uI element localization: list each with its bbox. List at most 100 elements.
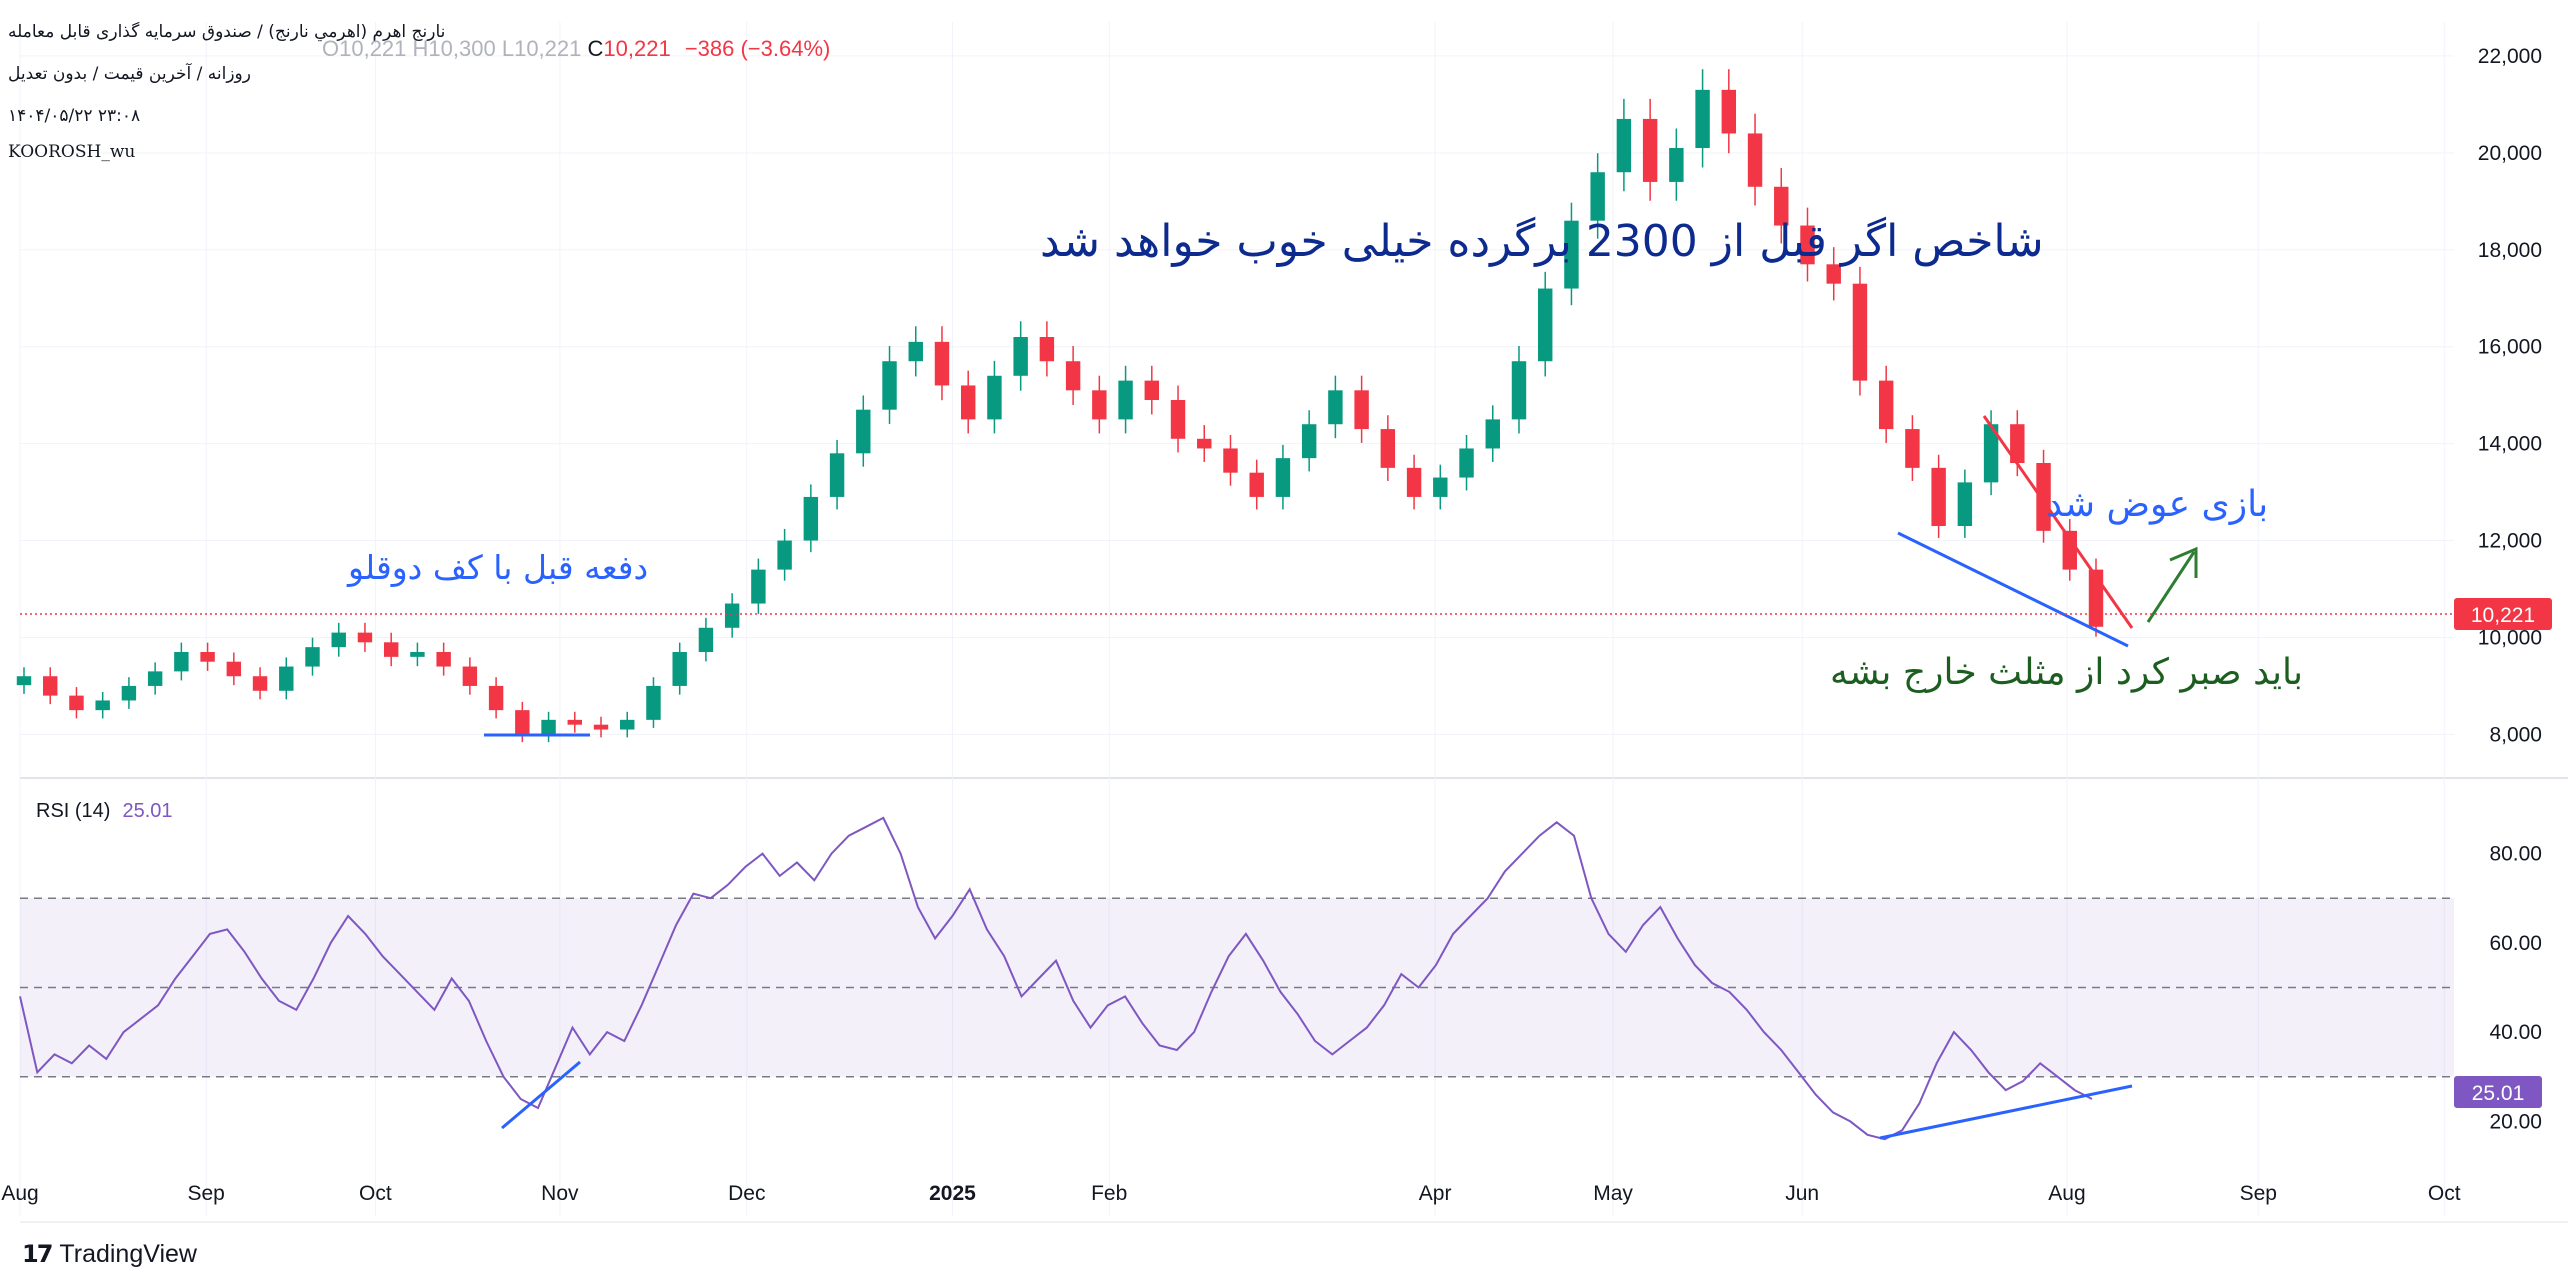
- candle-body: [1406, 467, 1422, 497]
- candle-body: [1564, 220, 1579, 289]
- x-tick-label: Nov: [541, 1182, 579, 1205]
- candle-body: [777, 540, 792, 570]
- candle-body: [1538, 288, 1553, 362]
- candle-body: [856, 409, 871, 454]
- price-candles: [16, 69, 2104, 743]
- candle-body: [410, 652, 425, 657]
- candle-body: [1301, 424, 1317, 459]
- candle-body: [43, 676, 58, 696]
- x-tick-label: Jun: [1785, 1182, 1819, 1205]
- ohlc-high: H10,300: [412, 36, 496, 61]
- x-tick-label: Oct: [359, 1182, 392, 1205]
- candle-body: [567, 719, 582, 725]
- candle-body: [987, 375, 1002, 420]
- candle-body: [1878, 380, 1894, 430]
- candle-body: [1721, 89, 1737, 134]
- x-tick-label: Apr: [1419, 1182, 1452, 1205]
- tradingview-mark-icon: 𝟭𝟳: [22, 1241, 53, 1268]
- candle-body: [16, 676, 32, 686]
- candle-body: [121, 685, 137, 701]
- rsi-series-line: [19, 816, 2093, 1141]
- x-tick-label: May: [1593, 1182, 1633, 1205]
- candle-body: [1459, 448, 1474, 478]
- candle-body: [2062, 530, 2077, 570]
- ohlc-change: −386 (−3.64%): [684, 36, 831, 61]
- candle-body: [1852, 283, 1868, 381]
- candle-body: [515, 710, 530, 735]
- tradingview-logo-text: TradingView: [59, 1240, 197, 1268]
- breakout-arrow-head: [2169, 546, 2198, 578]
- y-tick-label: 22,000: [2478, 45, 2542, 68]
- candle-body: [1065, 361, 1081, 391]
- rsi-legend[interactable]: RSI (14) 25.01: [36, 800, 173, 823]
- candle-body: [1800, 225, 1815, 265]
- candle-body: [1354, 390, 1369, 430]
- candle-body: [593, 724, 609, 730]
- candle-body: [541, 719, 556, 735]
- candle-body: [908, 341, 923, 362]
- right-support-trendline: [1897, 531, 2129, 648]
- candle-body: [646, 685, 661, 720]
- candle-body: [1328, 390, 1343, 425]
- candle-body: [1957, 482, 1973, 526]
- annotation-bottom: باید صبر کرد از مثلث خارج بشه: [1830, 652, 2303, 693]
- x-tick-label: Aug: [1, 1182, 38, 1205]
- candle-body: [69, 695, 84, 711]
- candle-body: [1170, 400, 1186, 439]
- candle-body: [1039, 337, 1055, 362]
- candle-body: [226, 661, 242, 677]
- candle-body: [200, 652, 215, 662]
- candle-body: [1642, 118, 1658, 182]
- candle-body: [1669, 148, 1684, 182]
- x-tick-label: Dec: [728, 1182, 765, 1205]
- candle-body: [2036, 463, 2051, 531]
- candle-body: [1616, 118, 1632, 173]
- candle-body: [1433, 477, 1448, 497]
- candle-body: [357, 632, 373, 643]
- author-name: KOOROSH_wu: [8, 142, 136, 162]
- candle-body: [1275, 458, 1291, 497]
- ohlc-low: L10,221: [501, 36, 582, 61]
- annotation-top: شاخص اگر قبل از 2300 برگرده خیلی خوب خوا…: [1040, 216, 2044, 267]
- candle-body: [279, 666, 294, 691]
- candle-body: [2010, 424, 2025, 463]
- chart-subtitle: روزانه / آخرین قیمت / بدون تعدیل: [8, 64, 251, 84]
- x-tick-label: Feb: [1091, 1182, 1127, 1205]
- candle-body: [436, 652, 451, 667]
- user-drawings: 10,221 25.01: [20, 415, 2552, 1140]
- candle-body: [174, 652, 189, 672]
- rsi-tick-label: 20.00: [2489, 1110, 2542, 1133]
- x-tick-label: Sep: [2240, 1182, 2277, 1205]
- price-badge-text: 10,221: [2471, 604, 2535, 627]
- candle-body: [147, 671, 163, 686]
- ohlc-readout: O10,221 H10,300 L10,221 C10,221 −386 (−3…: [322, 36, 830, 62]
- x-tick-label: Oct: [2428, 1182, 2461, 1205]
- rsi-tick-label: 60.00: [2489, 932, 2542, 955]
- candle-body: [1013, 337, 1028, 376]
- candle-body: [751, 569, 766, 604]
- y-tick-label: 16,000: [2478, 336, 2542, 359]
- rsi-legend-label: RSI (14): [36, 800, 111, 822]
- candle-body: [724, 603, 740, 628]
- candle-body: [829, 453, 845, 497]
- y-tick-label: 12,000: [2478, 530, 2542, 553]
- rsi-legend-value: 25.01: [122, 800, 173, 822]
- rsi-right-trendline: [1879, 1084, 2133, 1140]
- rsi-value-badge-text: 25.01: [2472, 1082, 2525, 1105]
- tradingview-logo[interactable]: 𝟭𝟳 TradingView: [22, 1240, 197, 1269]
- candle-body: [934, 341, 950, 386]
- ohlc-open: O10,221: [322, 36, 407, 61]
- candle-body: [882, 361, 897, 410]
- breakout-arrow: [2146, 551, 2196, 623]
- candle-body: [1931, 467, 1946, 526]
- rsi-line: [19, 816, 2093, 1141]
- rsi-tick-label: 40.00: [2489, 1021, 2542, 1044]
- ohlc-close: 10,221: [603, 36, 671, 61]
- y-tick-label: 8,000: [2489, 723, 2542, 746]
- right-resistance-trendline: [1982, 415, 2134, 629]
- snapshot-datetime: ۱۴۰۴/۰۵/۲۲ ۲۳:۰۸: [8, 106, 141, 126]
- y-tick-label: 10,000: [2478, 626, 2542, 649]
- candle-body: [1118, 380, 1133, 420]
- symbol-title: نارنج اهرم (اهرمي نارنج) / صندوق سرمایه …: [8, 22, 446, 42]
